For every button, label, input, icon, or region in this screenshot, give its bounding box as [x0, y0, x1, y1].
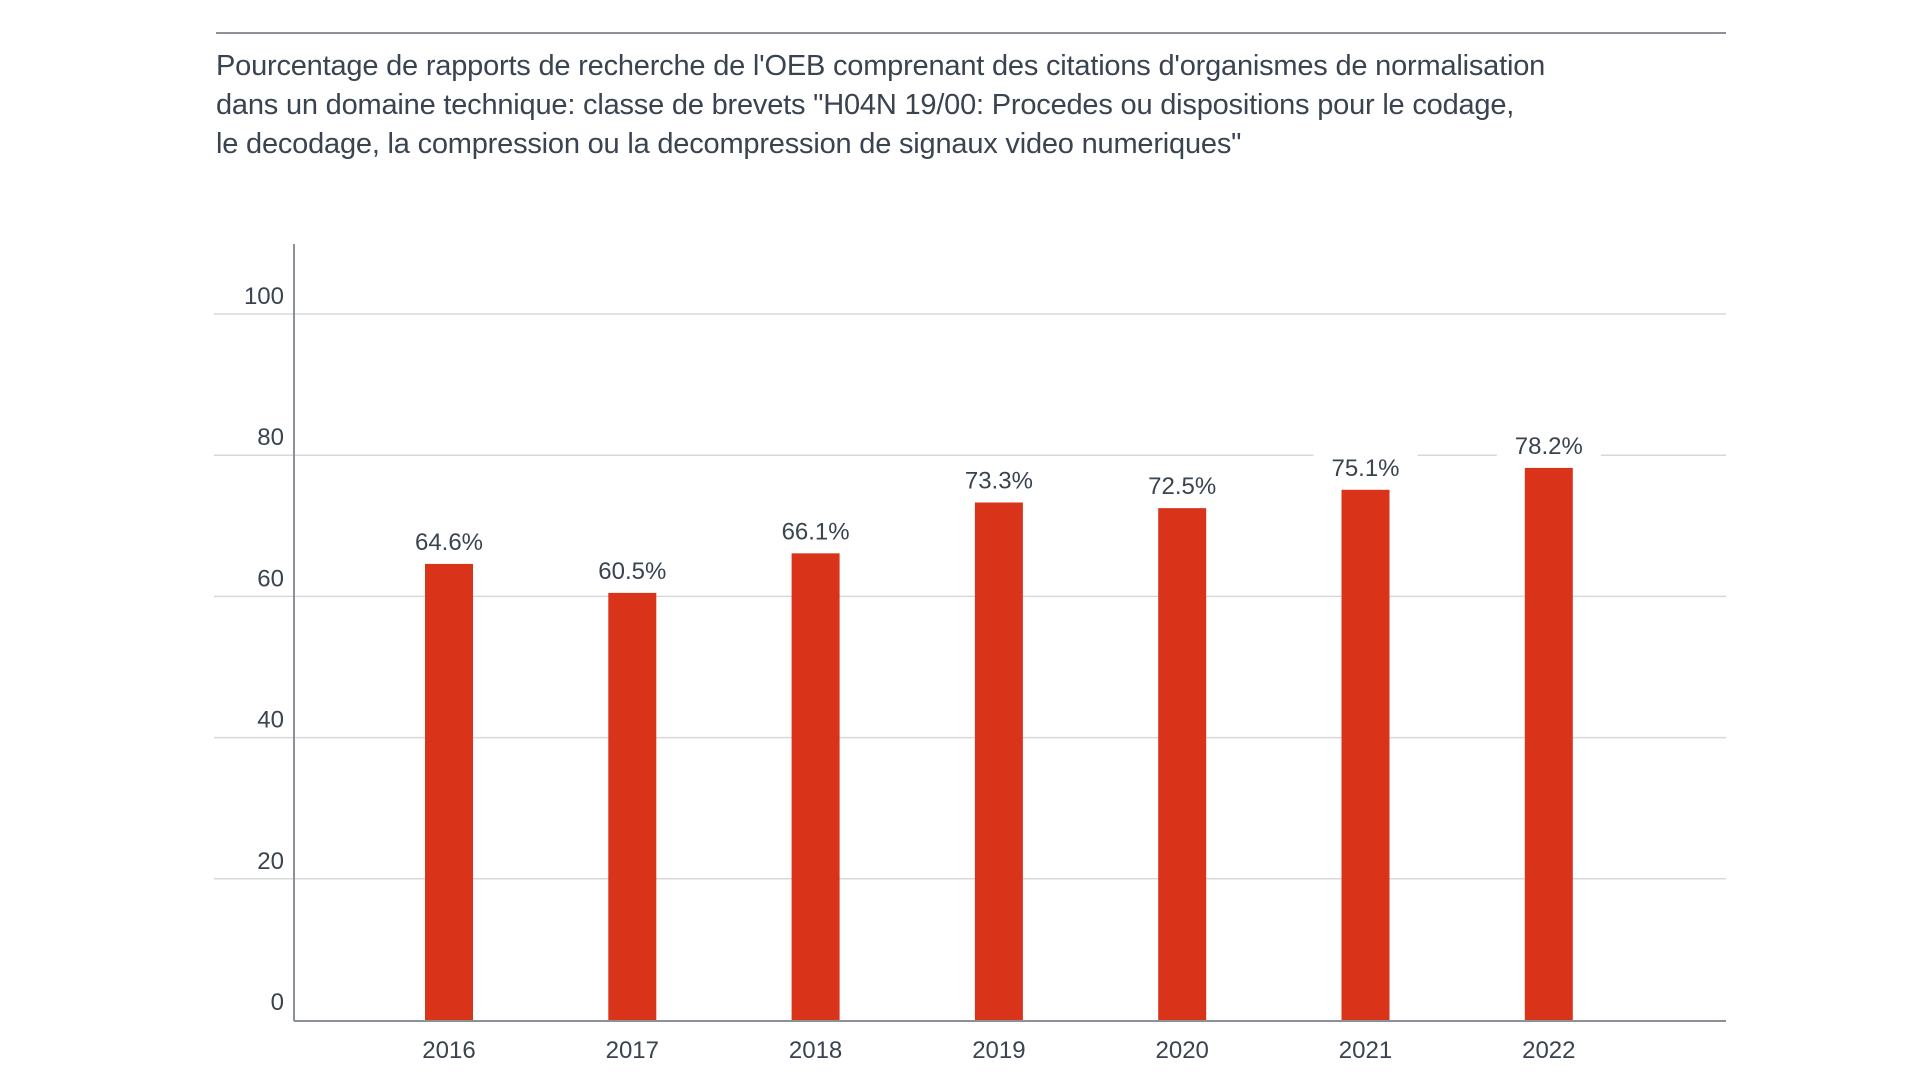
y-tick-label-80: 80 — [257, 424, 284, 451]
y-tick-label-20: 20 — [257, 848, 284, 875]
value-label-2017: 60.5% — [598, 558, 666, 585]
value-label-backing-2018 — [763, 513, 868, 548]
top-divider-rule — [216, 32, 1726, 34]
value-label-backing-2021 — [1313, 449, 1418, 484]
bar-2019 — [974, 502, 1023, 1020]
bar-2017 — [608, 592, 657, 1020]
value-label-2016: 64.6% — [415, 529, 483, 556]
value-label-backing-2019 — [946, 462, 1051, 497]
chart-title-line-2: dans un domaine technique: classe de bre… — [216, 89, 1515, 121]
y-tick-label-60: 60 — [257, 565, 284, 592]
value-label-2019: 73.3% — [965, 468, 1033, 495]
chart-title: Pourcentage de rapports de recherche de … — [216, 47, 1716, 164]
bar-2021 — [1341, 489, 1390, 1020]
y-tick-label-100: 100 — [244, 283, 284, 310]
chart-title-line-1: Pourcentage de rapports de recherche de … — [216, 50, 1546, 82]
value-label-2018: 66.1% — [782, 518, 850, 545]
chart-title-line-3: le decodage, la compression ou la decomp… — [216, 128, 1242, 160]
value-label-backing-2016 — [397, 523, 501, 558]
x-tick-label-2021: 2021 — [1339, 1037, 1392, 1064]
x-tick-label-2017: 2017 — [606, 1037, 659, 1064]
x-tick-label-2018: 2018 — [789, 1037, 842, 1064]
value-label-2021: 75.1% — [1331, 455, 1399, 482]
x-tick-label-2022: 2022 — [1522, 1037, 1575, 1064]
bar-2022 — [1524, 467, 1573, 1021]
value-label-2020: 72.5% — [1148, 473, 1216, 500]
labels: 0 20 40 60 80 100 64.6% 2016 60.5% 2017 66.1% 2018 7… — [244, 283, 1601, 1064]
value-label-backing-2017 — [580, 552, 685, 587]
bars — [425, 467, 1573, 1021]
bar-2018 — [791, 553, 840, 1020]
value-label-2022: 78.2% — [1515, 433, 1583, 460]
bar-2016 — [425, 563, 473, 1020]
x-tick-label-2019: 2019 — [972, 1037, 1025, 1064]
y-tick-label-40: 40 — [257, 707, 284, 734]
y-tick-label-0: 0 — [271, 989, 284, 1016]
value-label-backing-2020 — [1130, 468, 1235, 503]
bar-2020 — [1158, 508, 1207, 1020]
gridlines — [214, 313, 1726, 880]
axes — [293, 244, 1726, 1022]
x-tick-label-2016: 2016 — [422, 1037, 475, 1064]
x-tick-label-2020: 2020 — [1156, 1037, 1209, 1064]
value-label-backing-2022 — [1496, 427, 1601, 462]
